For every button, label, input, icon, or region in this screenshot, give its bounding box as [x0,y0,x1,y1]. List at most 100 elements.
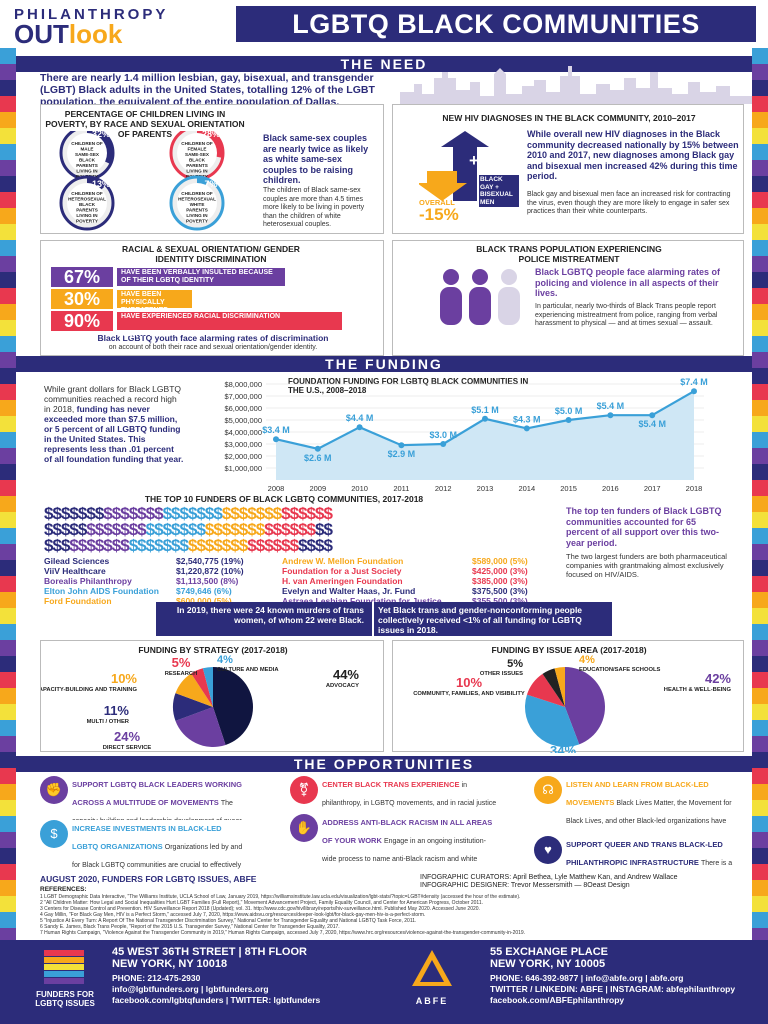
chart-point [440,441,447,447]
discrimination-label: HAVE EXPERIENCED RACIAL DISCRIMINATION [117,312,342,330]
funder-amount: $589,000 (5%) [472,556,528,566]
reference-item: 4 Gay Millin, "For Black Gay Men, HIV is… [40,912,426,918]
poverty-circle-4: 7% CHILDREN OFHETEROSEXUALWHITEPARENTSLIV… [169,175,225,231]
funding-intro: While grant dollars for Black LGBTQ comm… [44,384,184,464]
funding-line-chart: FOUNDATION FUNDING FOR LGBTQ BLACK COMMU… [224,377,707,493]
funding-intro-plain: While grant dollars for Black LGBTQ comm… [44,384,181,414]
reference-item: 6 Sandy E. James, Black Trans People, "R… [40,924,340,930]
addr1-line2: NEW YORK, NY 10018 [112,958,228,970]
people-icon [440,269,520,325]
dollar-row: $$$$$$$$$$$$$$$$$$$$$$$$$$$$$$$$$$ [44,504,333,523]
opportunity-icon-3: ⚧ [290,776,318,804]
credits-curators: INFOGRAPHIC CURATORS: April Bethea, Lyle… [420,874,678,881]
hiv-panel: NEW HIV DIAGNOSES IN THE BLACK COMMUNITY… [392,104,744,234]
discrimination-pct: 30% [51,289,113,309]
chart-point [565,417,572,423]
poverty-circle-3: 13% CHILDREN OFHETEROSEXUALBLACKPARENTSLI… [59,175,115,231]
pie-name-label: DIRECT SERVICE [103,745,152,751]
discrimination-bar-1: 67% HAVE BEEN VERBALLY INSULTED BECAUSE O… [51,267,375,287]
poverty-label: HETEROSEXUAL [68,197,106,202]
funder-name: Ford Foundation [44,596,112,606]
funder-amount: $425,000 (3%) [472,566,528,576]
x-tick-label: 2018 [686,484,703,493]
trans-stat-left: In 2019, there were 24 known murders of … [176,605,364,625]
poverty-label: LIVING IN [186,169,208,174]
funders-lgbtq-logo: FUNDERS FOR LGBTQ ISSUES [30,950,100,1016]
pie-name-label: CULTURE AND MEDIA [217,667,279,673]
funder-amount: $600,000 (5%) [176,596,232,606]
opportunity-6: SUPPORT QUEER AND TRANS BLACK-LED PHILAN… [566,834,746,876]
need-intro-text: There are nearly 1.4 million lesbian, ga… [40,72,375,108]
chart-point [273,436,279,443]
chart-data-label: $4.3 M [513,414,541,424]
pie-pct-label: 5% [507,658,523,670]
opportunity-1: SUPPORT LGBTQ BLACK LEADERS WORKING ACRO… [72,774,248,820]
pie-slice [542,668,565,707]
pie-slice [526,673,565,707]
section-funding-title: THE FUNDING [16,356,752,372]
pie-slice [202,667,213,707]
opportunity-body: in philanthropy, in LGBTQ movements, and… [322,782,497,807]
poverty-label: SAME-SEX [185,152,210,157]
discrimination-label: HAVE BEEN VERBALLY INSULTED BECAUSE OF T… [117,268,285,286]
chart-area [276,391,694,480]
discrimination-caption: on account of both their race and sexual… [108,344,318,351]
addr2-social[interactable]: TWITTER / LINKEDIN: ABFE | INSTAGRAM: ab… [490,984,736,994]
abfe-logo-text: ABFE [415,996,449,1006]
poverty-pct: 13% [92,179,110,189]
abfe-logo: ABFE [392,950,472,1016]
y-tick-label: $5,000,000 [224,416,262,425]
poverty-pct: 7% [204,179,217,189]
references-title: REFERENCES: [40,886,87,893]
opportunity-2: INCREASE INVESTMENTS IN BLACK-LED LGBTQ … [72,818,248,872]
addr2-line2: NEW YORK, NY 10005 [490,958,606,970]
hiv-panel-title: NEW HIV DIAGNOSES IN THE BLACK COMMUNITY… [442,113,696,123]
poverty-label: WHITE [190,202,205,207]
opportunity-heading: INCREASE INVESTMENTS IN BLACK-LED LGBTQ … [72,824,222,851]
references-list: 1 LGBT Demographic Data Interactive, "Th… [40,894,752,938]
opportunity-body: Organizations led by and for Black LGBTQ… [72,844,243,869]
poverty-label: LIVING IN [186,213,208,218]
funder-amount: $1,113,500 (8%) [176,576,239,586]
x-tick-label: 2008 [268,484,285,493]
addr2-phone[interactable]: PHONE: 646-392-9877 | info@abfe.org | ab… [490,973,684,983]
chart-point [691,388,697,395]
philanthropy-outlook-logo: PHILANTHROPY OUTlook [0,0,232,49]
funder-amount: $375,500 (3%) [472,586,528,596]
reference-item: 3 Centers for Disease Control and Preven… [40,906,480,912]
top10-side-body: The two largest funders are both pharmac… [566,552,727,579]
section-opportunities-title: THE OPPORTUNITIES [16,756,752,772]
funder-name: ViiV Healthcare [44,566,106,576]
opportunity-body: There is a growing field of queer and Tr… [701,860,733,867]
reference-item: 2 "All Children Matter: How Legal and So… [40,900,484,906]
poverty-label: CHILDREN OF [71,191,103,196]
x-tick-label: 2011 [393,484,409,493]
chart-data-label: $2.6 M [304,453,332,463]
chart-data-label: $5.1 M [471,405,499,415]
opportunity-body: Black Lives Matter, the Movement for Bla… [566,800,732,825]
addr1-social[interactable]: facebook.com/lgbtqfunders | TWITTER: lgb… [112,995,321,1005]
addr1-web[interactable]: info@lgbtfunders.org | lgbtfunders.org [112,984,269,994]
strategy-pie-title: FUNDING BY STRATEGY (2017-2018) [138,645,288,655]
pie-pct-label: 4% [579,654,595,666]
chart-point [482,415,488,422]
poverty-label: HETEROSEXUAL [178,197,216,202]
poverty-label: FEMALE [188,147,207,152]
strategy-pie-panel: FUNDING BY STRATEGY (2017-2018) 44% ADVOC… [40,640,384,752]
funding-intro-bold: funding has never exceeded more than $7.… [44,404,184,464]
discrimination-caption-bold: Black LGBTQ youth face alarming rates of… [97,333,329,343]
opportunity-3: CENTER BLACK TRANS EXPERIENCE in philant… [322,774,498,814]
funder-name: H. van Ameringen Foundation [282,576,403,586]
chart-data-label: $3.0 M [429,430,457,440]
chart-point [607,412,614,419]
pie-pct-label: 42% [705,671,731,686]
hiv-body: Black gay and bisexual men face an incre… [527,191,731,215]
pie-slice [525,694,580,747]
chart-data-label: $2.9 M [388,449,416,459]
trans-stat-banner: In 2019, there were 24 known murders of … [156,602,612,636]
pie-slice [175,707,226,747]
addr2-facebook[interactable]: facebook.com/ABFEphilanthropy [490,995,625,1005]
y-tick-label: $8,000,000 [224,380,262,389]
hiv-down-label: OVERALL [419,198,455,207]
